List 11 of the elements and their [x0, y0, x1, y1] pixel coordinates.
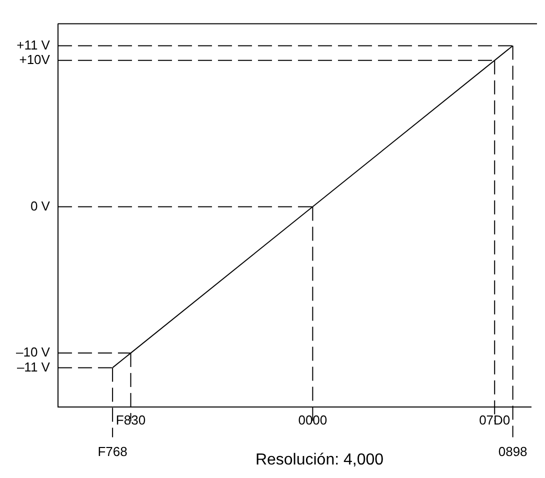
y-tick-label: +11 V [16, 37, 50, 52]
x-tick-label: 07D0 [479, 412, 510, 428]
y-tick-label: +10V [19, 52, 50, 67]
y-tick-label: –11 V [16, 359, 50, 374]
x-tick-label: 0000 [298, 412, 328, 428]
x-tick-label: F768 [98, 444, 128, 459]
text: Resolución: 4,000 [255, 451, 384, 468]
y-tick-label: –10 V [16, 344, 50, 360]
x-tick-label: 0898 [498, 444, 528, 459]
x-tick-label: F830 [116, 412, 146, 428]
y-tick-label: 0 V [30, 198, 50, 214]
